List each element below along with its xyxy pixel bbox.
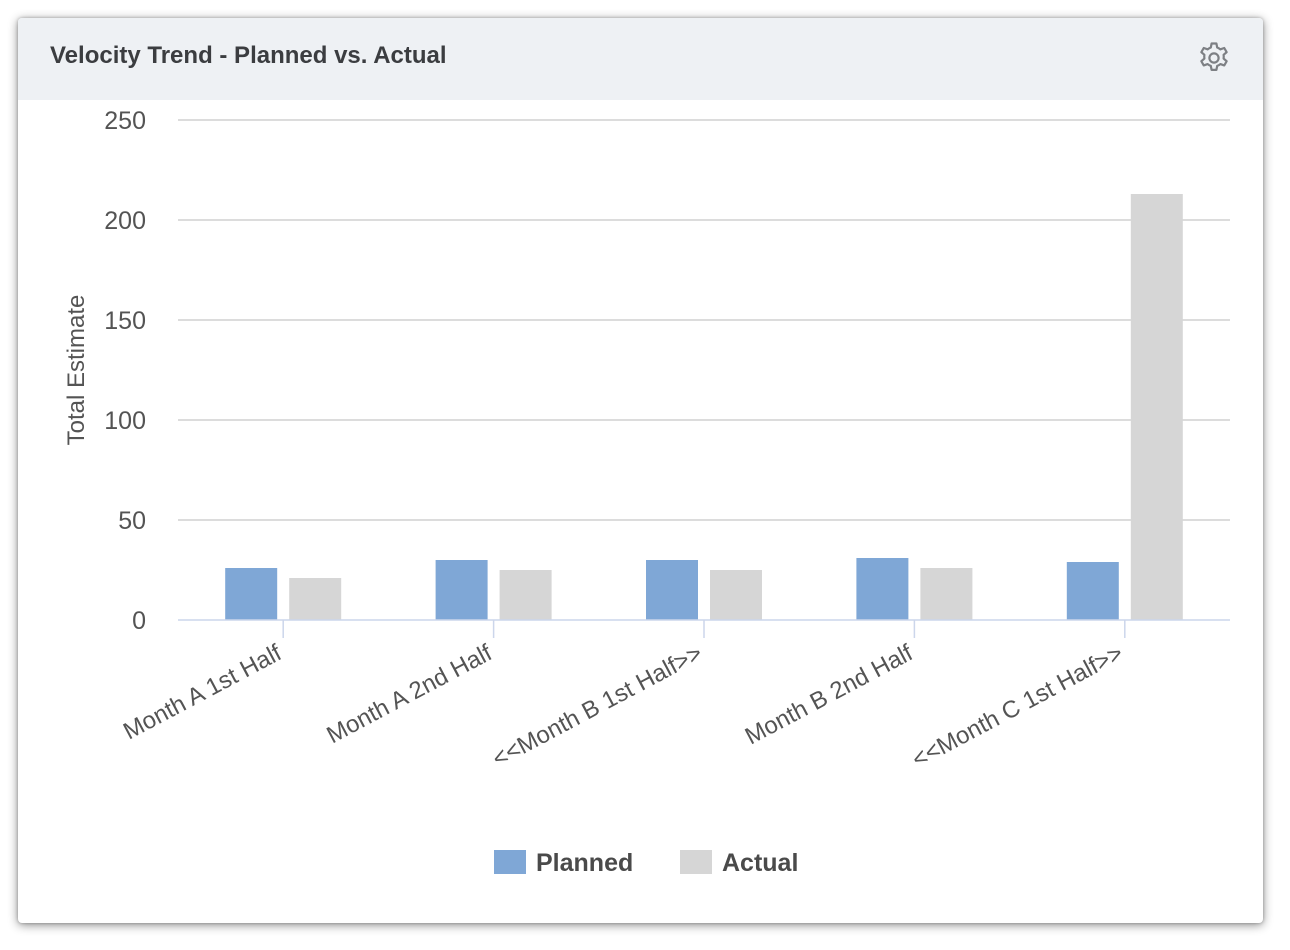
y-tick-label: 150 <box>104 307 146 335</box>
legend-swatch <box>494 850 526 874</box>
y-axis-title: Total Estimate <box>63 295 90 446</box>
bars <box>225 194 1183 620</box>
x-axis: Month A 1st Half Month A 2nd Half<<Month … <box>119 619 1230 774</box>
bar-actual[interactable] <box>1130 194 1183 620</box>
y-tick-label: 250 <box>104 107 146 135</box>
y-axis-ticks: 0 50 100 150 200 250 <box>104 107 146 635</box>
y-tick-label: 0 <box>132 607 146 635</box>
gridlines <box>178 119 1230 521</box>
x-tick-label: <<Month B 1st Half>> <box>488 639 707 772</box>
bar-actual[interactable] <box>499 570 552 620</box>
legend[interactable]: Planned Actual <box>494 849 798 877</box>
legend-item-actual[interactable]: Actual <box>680 849 798 877</box>
legend-label: Planned <box>536 849 633 877</box>
bar-actual[interactable] <box>289 578 342 620</box>
bar-actual[interactable] <box>710 570 762 620</box>
bar-planned[interactable] <box>856 558 909 620</box>
bar-planned[interactable] <box>225 568 278 620</box>
legend-label: Actual <box>722 849 798 877</box>
bar-planned[interactable] <box>1066 562 1119 620</box>
y-tick-label: 100 <box>104 407 146 435</box>
x-tick-label: Month A 1st Half <box>119 639 286 745</box>
velocity-chart: 0 50 100 150 200 250 Total Estimate Month A 1… <box>63 107 1230 877</box>
legend-swatch <box>680 850 712 874</box>
bar-planned[interactable] <box>646 560 698 620</box>
x-tick-label: <<Month C 1st Half>> <box>908 639 1128 773</box>
settings-button[interactable] <box>1196 40 1232 76</box>
gear-icon <box>1200 42 1228 71</box>
widget-card: Velocity Trend - Planned vs. Actual 0 50 1… <box>18 18 1263 923</box>
bar-actual[interactable] <box>920 568 973 620</box>
legend-item-planned[interactable]: Planned <box>494 849 633 877</box>
widget-title: Velocity Trend - Planned vs. Actual <box>50 42 447 69</box>
x-tick-label: Month A 2nd Half <box>322 639 496 749</box>
y-tick-label: 50 <box>118 507 146 535</box>
widget-header: Velocity Trend - Planned vs. Actual <box>18 18 1263 100</box>
y-tick-label: 200 <box>104 207 146 235</box>
x-tick-label: Month B 2nd Half <box>741 639 918 750</box>
bar-planned[interactable] <box>435 560 488 620</box>
